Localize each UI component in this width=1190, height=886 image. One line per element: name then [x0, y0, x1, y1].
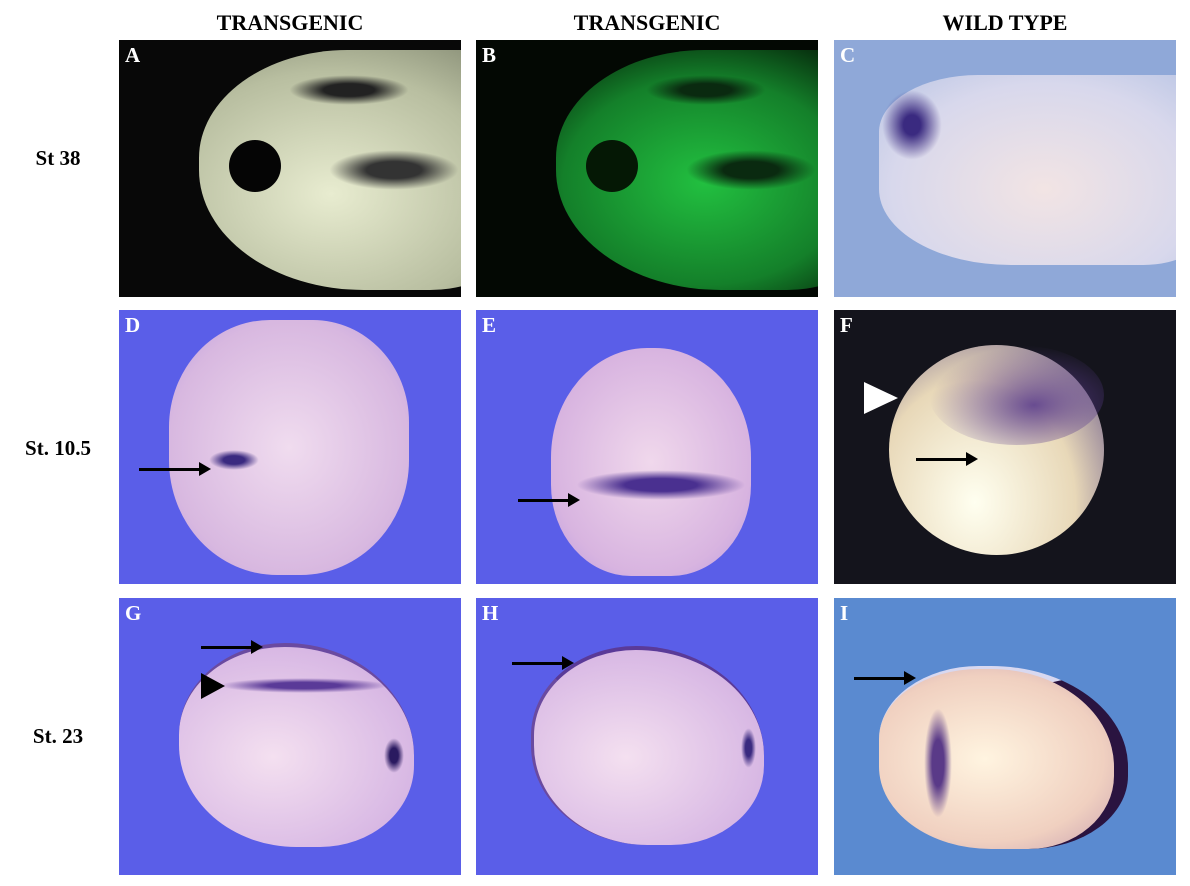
- arrow-marker: [512, 656, 574, 670]
- panel-b-image: B: [476, 40, 818, 297]
- panel-c-image: C: [834, 40, 1176, 297]
- panel-a-image: A: [119, 40, 461, 297]
- panel-f-image: F: [834, 310, 1176, 584]
- column-header-3: WILD TYPE: [942, 10, 1068, 35]
- panel-e-image: E: [476, 310, 818, 584]
- row-label-3: St. 23: [32, 724, 84, 748]
- panel-letter: C: [840, 43, 856, 67]
- panel-d-image: D: [119, 310, 461, 584]
- panel-g-image: G: [119, 598, 461, 875]
- panel-letter: E: [482, 313, 497, 337]
- arrow-marker: [854, 671, 916, 685]
- panel-letter: A: [125, 43, 141, 67]
- panel-letter: G: [125, 601, 142, 625]
- arrow-marker: [916, 452, 978, 466]
- panel-letter: I: [840, 601, 849, 625]
- row-label-2: St. 10.5: [25, 436, 91, 460]
- panel-letter: B: [482, 43, 497, 67]
- panel-letter: H: [482, 601, 499, 625]
- arrowhead-white: [864, 382, 898, 414]
- panel-h-image: H: [476, 598, 818, 875]
- arrowhead-black: [201, 673, 225, 699]
- panel-letter: D: [125, 313, 141, 337]
- row-label-1: St 38: [35, 146, 81, 170]
- panel-i-image: I: [834, 598, 1176, 875]
- arrow-marker: [139, 462, 211, 476]
- panel-letter: F: [840, 313, 853, 337]
- column-header-2: TRANSGENIC: [573, 10, 721, 35]
- arrow-marker: [518, 493, 580, 507]
- column-header-1: TRANSGENIC: [216, 10, 364, 35]
- arrow-marker: [201, 640, 263, 654]
